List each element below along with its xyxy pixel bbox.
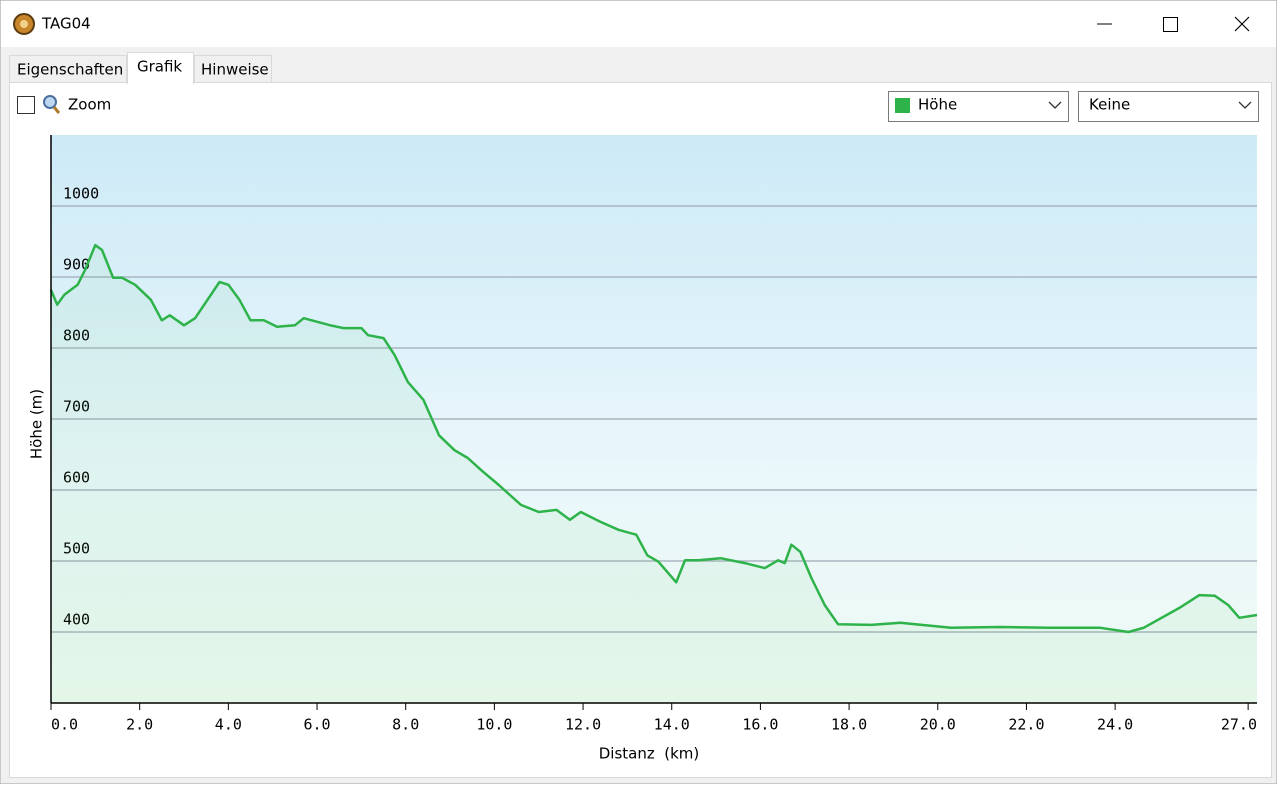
x-tick-label: 4.0	[215, 716, 242, 734]
x-tick-label: 24.0	[1097, 716, 1133, 734]
x-axis-title: Distanz (km)	[599, 745, 700, 763]
zoom-icon	[43, 95, 57, 109]
tab[interactable]	[194, 55, 272, 83]
x-tick-label: 2.0	[126, 716, 153, 734]
zoom-icon-handle	[52, 106, 61, 114]
tab[interactable]	[9, 55, 127, 83]
tab-label[interactable]: Hinweise	[201, 61, 269, 79]
dropdown-arrow	[1048, 101, 1062, 109]
zoom-label[interactable]: Zoom	[68, 96, 111, 114]
y-tick-label: 1000	[63, 185, 99, 203]
series-swatch	[895, 98, 910, 113]
x-tick-label: 22.0	[1008, 716, 1044, 734]
x-tick-label: 14.0	[654, 716, 690, 734]
second-select[interactable]	[1078, 91, 1259, 122]
x-tick-label: 18.0	[831, 716, 867, 734]
close-button[interactable]	[1234, 16, 1250, 32]
maximize-button[interactable]	[1163, 17, 1178, 32]
area-fill	[51, 245, 1257, 703]
y-tick-label: 600	[63, 469, 90, 487]
window-title: TAG04	[41, 15, 91, 33]
x-tick-label: 27.0	[1221, 716, 1257, 734]
second-select-label[interactable]: Keine	[1089, 96, 1130, 114]
x-tick-label: 0.0	[51, 716, 78, 734]
x-tick-label: 8.0	[392, 716, 419, 734]
elevation-line	[49, 243, 1258, 634]
series-select-label[interactable]: Höhe	[918, 96, 957, 114]
y-tick-label: 800	[63, 327, 90, 345]
tab-label[interactable]: Grafik	[137, 58, 182, 76]
dropdown-arrow	[1238, 101, 1252, 109]
x-tick-label: 6.0	[303, 716, 330, 734]
y-tick-label: 400	[63, 611, 90, 629]
x-tick-label: 20.0	[920, 716, 956, 734]
app-icon-core	[20, 20, 28, 28]
y-tick-label: 900	[63, 256, 90, 274]
x-tick-label: 16.0	[742, 716, 778, 734]
tab-label[interactable]: Eigenschaften	[17, 61, 123, 79]
x-tick-label: 10.0	[476, 716, 512, 734]
tab-selected[interactable]	[127, 52, 194, 84]
tab-joint	[128, 80, 193, 85]
y-tick-label: 500	[63, 540, 90, 558]
series-select[interactable]	[888, 91, 1069, 122]
y-tick-label: 700	[63, 398, 90, 416]
title-bar	[1, 1, 1276, 47]
y-axis-title: Höhe (m)	[28, 389, 46, 459]
x-tick-label: 12.0	[565, 716, 601, 734]
zoom-checkbox[interactable]	[17, 96, 35, 114]
